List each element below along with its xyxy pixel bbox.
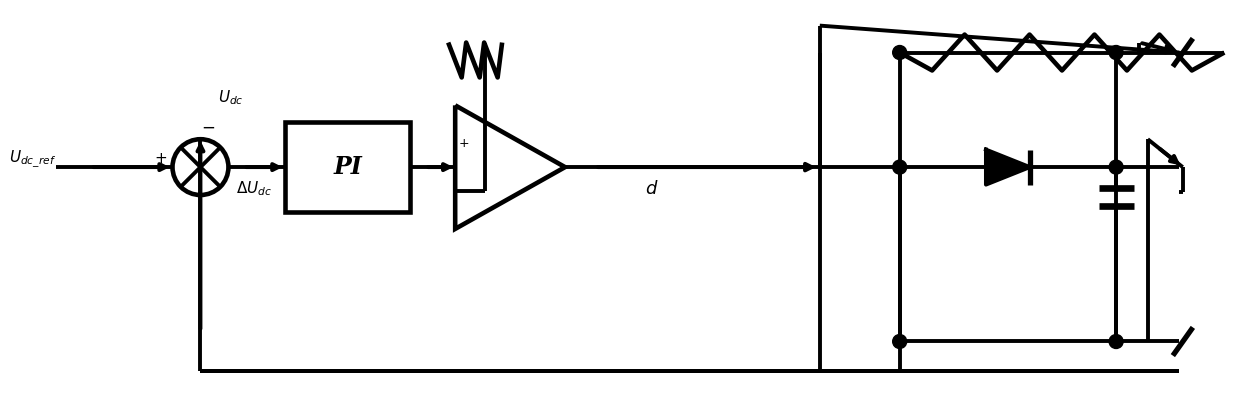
Circle shape <box>1109 160 1123 174</box>
Circle shape <box>893 46 906 60</box>
Polygon shape <box>986 150 1030 185</box>
Circle shape <box>893 335 906 349</box>
Circle shape <box>893 160 906 174</box>
Text: $U_{dc}$: $U_{dc}$ <box>218 88 244 107</box>
Text: PI: PI <box>334 155 362 179</box>
Text: $+$: $+$ <box>458 137 469 150</box>
Text: $-$: $-$ <box>201 119 216 136</box>
Bar <box>285 122 410 212</box>
Text: $d$: $d$ <box>645 180 658 198</box>
Text: $\Delta U_{dc}$: $\Delta U_{dc}$ <box>237 180 273 198</box>
Text: $+$: $+$ <box>154 152 167 166</box>
Circle shape <box>1109 335 1123 349</box>
Text: $-$: $-$ <box>458 183 469 198</box>
Text: $U_{dc\_ref}$: $U_{dc\_ref}$ <box>9 148 56 170</box>
Circle shape <box>1109 46 1123 60</box>
